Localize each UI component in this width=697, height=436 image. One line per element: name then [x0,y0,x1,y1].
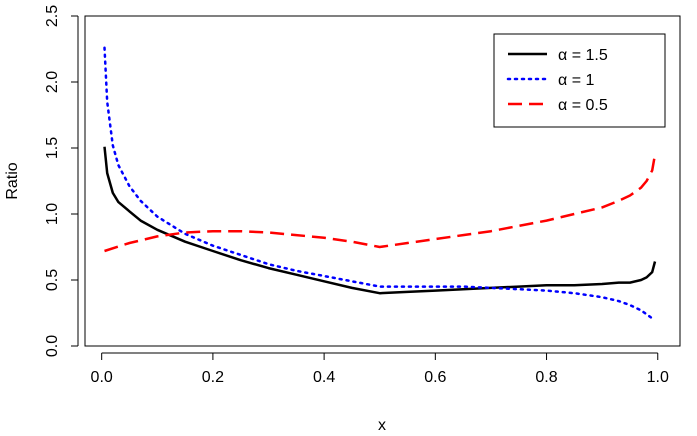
x-tick-label: 0.8 [535,369,557,386]
y-tick-label: 0.5 [44,269,61,291]
y-tick-label: 1.0 [44,203,61,225]
legend: α = 1.5 α = 1 α = 0.5 [493,33,666,128]
y-axis-label: Ratio [4,162,21,199]
x-tick-label: 0.0 [91,369,113,386]
x-tick-label: 0.2 [202,369,224,386]
x-axis-label: x [378,417,386,434]
x-tick-label: 0.6 [424,369,446,386]
legend-label-1: α = 1.5 [558,47,608,64]
y-tick-label: 0.0 [44,335,61,357]
x-tick-label: 0.4 [313,369,335,386]
series-line-1 [103,146,657,295]
legend-label-2: α = 1 [558,72,594,89]
y-tick-label: 2.5 [44,5,61,27]
legend-box [493,33,666,128]
y-axis: 0.0 0.5 1.0 1.5 2.0 2.5 [44,5,79,357]
series-line-3 [104,154,657,253]
legend-entries: α = 1.5 α = 1 α = 0.5 [506,47,608,114]
legend-label-3: α = 0.5 [558,97,608,114]
x-tick-label: 1.0 [647,369,669,386]
series-layer [103,46,657,320]
plot-frame [84,15,681,347]
y-tick-label: 2.0 [44,71,61,93]
y-tick-label: 1.5 [44,137,61,159]
x-axis: 0.0 0.2 0.4 0.6 0.8 1.0 [91,352,669,386]
series-line-2 [103,46,654,320]
